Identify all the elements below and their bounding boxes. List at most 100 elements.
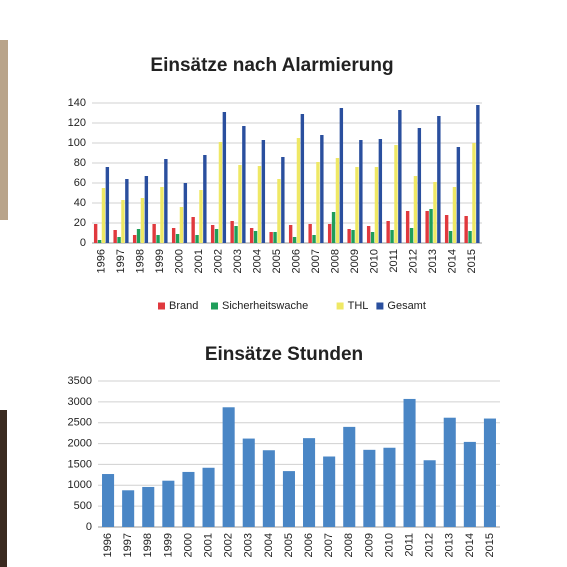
bar — [335, 158, 340, 243]
legend-label: Gesamt — [387, 300, 426, 312]
bar — [300, 114, 305, 243]
y-tick-label: 0 — [86, 521, 92, 533]
x-tick-label: 2001 — [193, 249, 205, 273]
x-tick-label: 2010 — [369, 249, 381, 273]
x-tick-label: 2007 — [323, 533, 335, 557]
bar — [464, 216, 468, 243]
bar — [171, 228, 176, 243]
bar — [257, 166, 262, 243]
bar — [102, 474, 115, 527]
x-tick-label: 2002 — [213, 249, 225, 273]
bar — [195, 235, 199, 243]
bar — [363, 449, 376, 527]
bar — [234, 226, 238, 243]
x-tick-label: 2011 — [403, 533, 415, 557]
bar — [164, 159, 168, 243]
x-tick-label: 1998 — [135, 249, 147, 273]
x-tick-label: 1998 — [142, 533, 154, 557]
bar — [121, 200, 125, 243]
bar — [125, 179, 129, 243]
x-tick-label: 2011 — [388, 249, 400, 273]
x-tick-label: 1999 — [162, 533, 174, 557]
y-tick-label: 80 — [74, 157, 86, 169]
bar — [378, 139, 383, 243]
bar — [282, 471, 295, 527]
x-tick-label: 2009 — [349, 249, 361, 273]
bar — [390, 230, 394, 243]
bar — [132, 235, 137, 243]
x-tick-label: 2003 — [232, 249, 244, 273]
bar — [222, 407, 235, 527]
bar — [218, 142, 223, 243]
bar — [199, 190, 203, 243]
bar — [366, 226, 371, 243]
x-tick-label: 2012 — [424, 533, 436, 557]
bar — [463, 441, 476, 527]
bar — [339, 108, 344, 243]
bar — [175, 234, 180, 243]
legend-swatch — [211, 302, 218, 310]
x-tick-label: 2014 — [464, 533, 476, 557]
bar — [443, 417, 456, 527]
y-tick-label: 100 — [68, 137, 86, 149]
legend-label: THL — [348, 300, 369, 312]
bar — [122, 490, 135, 527]
bar — [308, 224, 312, 243]
y-tick-label: 140 — [68, 97, 86, 109]
legend-swatch — [336, 302, 344, 310]
x-tick-label: 2013 — [444, 533, 456, 557]
bar — [262, 450, 275, 527]
bar — [292, 237, 297, 243]
bar — [222, 112, 227, 243]
y-tick-label: 20 — [74, 217, 86, 229]
chart-title: Einsätze Stunden — [205, 344, 363, 365]
chart-title: Einsätze nach Alarmierung — [150, 55, 393, 76]
bar — [403, 398, 416, 527]
bar — [417, 128, 422, 243]
bar — [444, 215, 449, 243]
bar — [202, 467, 215, 527]
bar — [97, 240, 102, 243]
bar — [210, 225, 215, 243]
bar — [144, 176, 149, 243]
bar — [448, 231, 453, 243]
bar — [249, 228, 254, 243]
bar — [312, 235, 316, 243]
bar — [288, 225, 293, 243]
bar — [238, 165, 242, 243]
bar — [93, 224, 98, 243]
x-tick-label: 2006 — [291, 249, 303, 273]
bar — [179, 207, 184, 243]
bar — [316, 162, 320, 243]
bar — [142, 486, 155, 527]
x-tick-label: 2006 — [303, 533, 315, 557]
x-tick-label: 1996 — [102, 533, 114, 557]
bar — [383, 447, 396, 527]
x-tick-label: 1999 — [154, 249, 166, 273]
bar — [394, 145, 398, 243]
y-tick-label: 120 — [68, 117, 86, 129]
bar — [433, 182, 437, 243]
bar — [113, 230, 117, 243]
bar — [261, 140, 266, 243]
bar — [398, 110, 402, 243]
bar — [191, 217, 195, 243]
bar — [405, 211, 410, 243]
x-tick-label: 2007 — [310, 249, 322, 273]
bar — [203, 155, 207, 243]
x-tick-label: 2012 — [408, 249, 420, 273]
x-tick-label: 2000 — [174, 249, 186, 273]
bar — [214, 229, 219, 243]
bar — [162, 480, 175, 527]
bar — [468, 231, 472, 243]
bar — [156, 235, 160, 243]
bar — [182, 471, 195, 527]
x-tick-label: 2002 — [223, 533, 235, 557]
x-tick-label: 1997 — [122, 533, 134, 557]
bar — [483, 418, 496, 527]
bar — [152, 224, 156, 243]
bar — [303, 438, 316, 527]
y-tick-label: 1000 — [68, 479, 92, 491]
x-tick-label: 1997 — [115, 249, 127, 273]
y-tick-label: 2500 — [68, 417, 92, 429]
